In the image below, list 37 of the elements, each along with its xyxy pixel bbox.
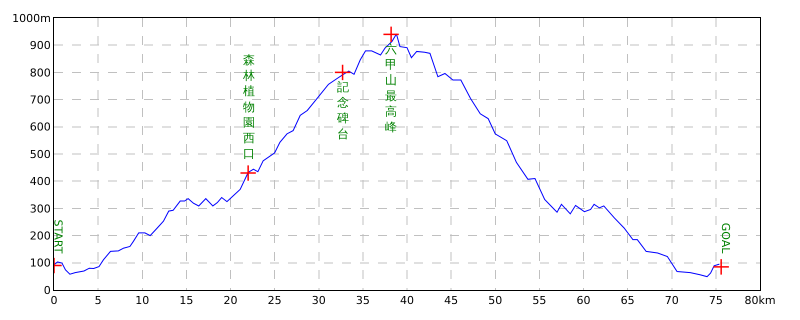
x-tick-label: 55 bbox=[532, 294, 546, 308]
point bbox=[334, 64, 352, 81]
point bbox=[382, 26, 400, 43]
y-tick-label: 500 bbox=[30, 148, 51, 161]
y-tick-label: 1000m bbox=[12, 12, 51, 25]
y-tick-label: 300 bbox=[30, 202, 51, 216]
annotation: START bbox=[52, 220, 65, 254]
x-tick-label: 75 bbox=[708, 294, 723, 308]
y-tick-label: 700 bbox=[30, 93, 51, 106]
x-tick-label: 5 bbox=[94, 294, 102, 308]
x-tick-label: 65 bbox=[620, 294, 635, 308]
x-tick-label: 15 bbox=[179, 294, 194, 308]
line-series bbox=[54, 34, 720, 278]
x-tick-label: 40 bbox=[400, 294, 414, 308]
y-tick-label: 800 bbox=[30, 66, 51, 80]
annotation: GOAL bbox=[719, 222, 732, 254]
x-tick-label: 80km bbox=[744, 294, 776, 308]
y-tick-label: 100 bbox=[30, 256, 51, 270]
x-tick-label: 45 bbox=[444, 294, 458, 308]
x-tick-label: 25 bbox=[268, 294, 282, 308]
x-tick-label: 10 bbox=[135, 294, 150, 308]
annotation: 森林植物園西口 bbox=[242, 53, 255, 161]
y-tick-label: 200 bbox=[30, 229, 51, 242]
x-tick-label: 60 bbox=[576, 294, 590, 308]
annotation: 六甲山最高峰 bbox=[385, 42, 397, 134]
y-tick-label: 600 bbox=[30, 120, 51, 134]
x-tick-label: 30 bbox=[312, 294, 326, 308]
x-tick-label: 70 bbox=[664, 294, 679, 308]
x-tick-label: 20 bbox=[224, 294, 238, 308]
y-tick-label: 400 bbox=[30, 175, 51, 188]
point bbox=[712, 258, 730, 276]
y-tick-label: 0 bbox=[44, 284, 51, 297]
annotation: 記念碑台 bbox=[336, 80, 349, 141]
x-tick-label: 50 bbox=[488, 294, 502, 308]
point bbox=[240, 164, 257, 182]
y-tick-label: 900 bbox=[30, 39, 51, 52]
x-tick-label: 35 bbox=[356, 294, 370, 308]
